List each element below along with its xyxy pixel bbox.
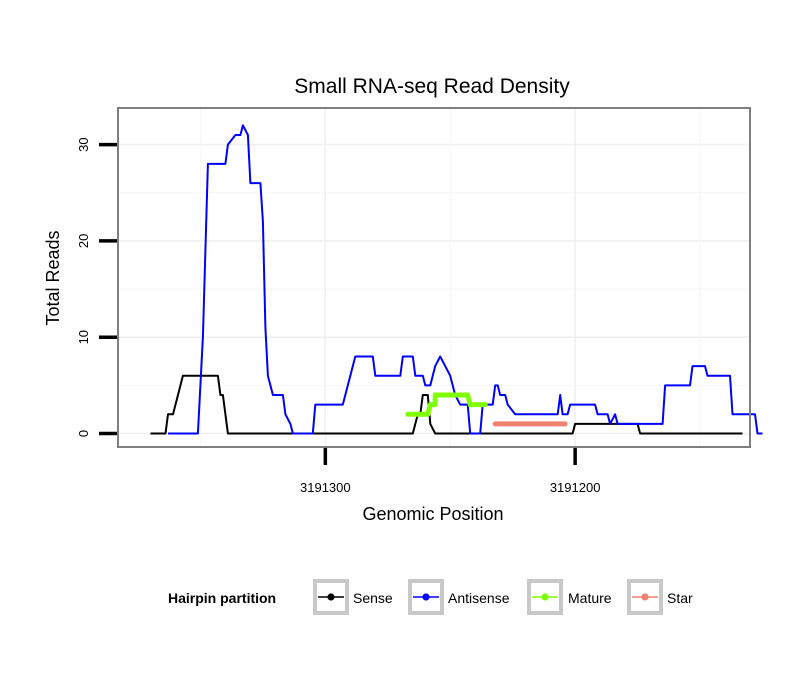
legend-key-dot-mature bbox=[541, 593, 549, 601]
legend-label-antisense: Antisense bbox=[448, 590, 510, 606]
series-line-antisense bbox=[168, 124, 763, 435]
legend-item-mature: Mature bbox=[527, 579, 612, 615]
legend-item-sense: Sense bbox=[313, 579, 393, 615]
grid-lines bbox=[118, 108, 750, 447]
legend-item-antisense: Antisense bbox=[408, 579, 510, 615]
y-tick-label-3: 30 bbox=[76, 137, 91, 151]
series-line-sense bbox=[150, 374, 743, 435]
legend-key-dot-star bbox=[641, 593, 649, 601]
legend-items: Sense Antisense Mature Star bbox=[313, 579, 693, 615]
legend-key-dot-sense bbox=[327, 593, 335, 601]
y-axis-title: Total Reads bbox=[43, 230, 63, 325]
y-tick-label-1: 10 bbox=[76, 330, 91, 344]
plot-panel bbox=[117, 107, 763, 448]
plot-border bbox=[117, 107, 751, 448]
legend-label-star: Star bbox=[667, 590, 693, 606]
legend: Hairpin partition Sense Antisense Mature St… bbox=[168, 579, 693, 615]
legend-label-sense: Sense bbox=[353, 590, 393, 606]
legend-key-dot-antisense bbox=[422, 593, 430, 601]
x-axis-title: Genomic Position bbox=[362, 504, 503, 524]
y-tick-label-2: 20 bbox=[76, 234, 91, 248]
x-tick-label-1: 3191200 bbox=[550, 480, 601, 495]
legend-label-mature: Mature bbox=[568, 590, 612, 606]
y-axis: 0 10 20 30 bbox=[76, 137, 117, 437]
y-tick-label-0: 0 bbox=[76, 430, 91, 437]
legend-item-star: Star bbox=[627, 579, 693, 615]
legend-title: Hairpin partition bbox=[168, 590, 276, 606]
x-axis: 3191300 3191200 bbox=[300, 448, 600, 495]
x-tick-label-0: 3191300 bbox=[300, 480, 351, 495]
series-lines bbox=[150, 124, 763, 435]
chart-title: Small RNA-seq Read Density bbox=[294, 75, 570, 98]
series-line-mature bbox=[405, 392, 488, 417]
